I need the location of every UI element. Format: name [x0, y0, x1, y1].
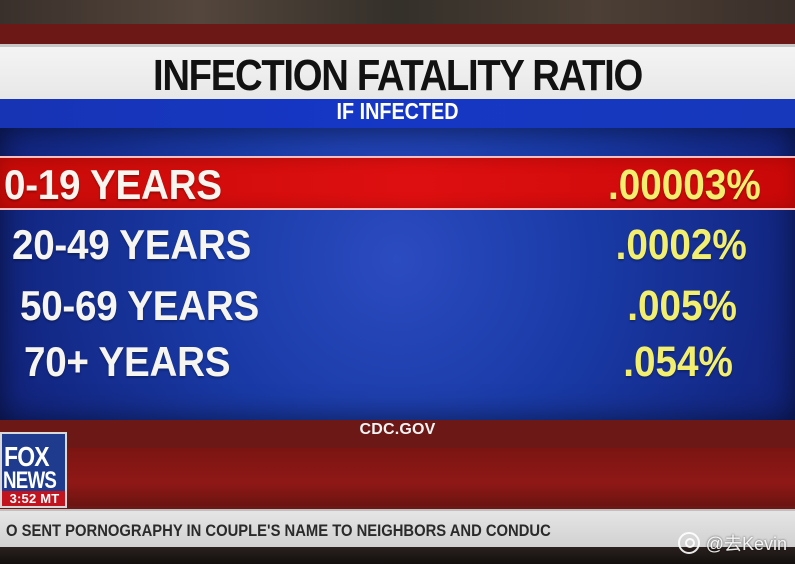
tv-top-strip — [0, 0, 795, 24]
title-band — [0, 44, 795, 104]
graphic-subtitle: IF INFECTED — [336, 98, 459, 124]
fox-news-logo: FOX NEWS 3:52 MT — [0, 432, 67, 508]
fatality-table: 0-19 YEARS .00003% 20-49 YEARS .0002% 50… — [0, 128, 795, 420]
age-label: 70+ YEARS — [24, 338, 231, 385]
table-row-50-69: 50-69 YEARS .005% — [0, 279, 795, 330]
broadcast-screen: INFECTION FATALITY RATIO IF INFECTED 0-1… — [0, 24, 795, 564]
table-row-70-plus: 70+ YEARS .054% — [0, 335, 795, 386]
logo-fox-text: FOX — [4, 441, 50, 472]
time-badge: 3:52 MT — [2, 491, 65, 506]
age-label: 50-69 YEARS — [20, 282, 259, 329]
watermark-text: @去Kevin — [705, 534, 787, 554]
logo-news-text: NEWS — [3, 467, 57, 494]
watermark: @去Kevin — [677, 530, 787, 556]
weibo-icon — [677, 532, 700, 554]
table-row-20-49: 20-49 YEARS .0002% — [0, 218, 795, 269]
age-label: 20-49 YEARS — [12, 221, 251, 268]
lower-red-band — [0, 448, 795, 506]
bottom-bar — [0, 547, 795, 564]
graphic-title: INFECTION FATALITY RATIO — [153, 51, 643, 100]
ticker-text: O SENT PORNOGRAPHY IN COUPLE'S NAME TO N… — [6, 521, 551, 540]
source-label: CDC.GOV — [359, 421, 436, 438]
age-label: 0-19 YEARS — [4, 161, 222, 208]
table-row-0-19: 0-19 YEARS .00003% — [0, 156, 795, 210]
ratio-value: .00003% — [608, 161, 761, 209]
ratio-value: .005% — [627, 282, 737, 330]
news-ticker: O SENT PORNOGRAPHY IN COUPLE'S NAME TO N… — [0, 509, 795, 549]
ratio-value: .054% — [623, 338, 733, 386]
ratio-value: .0002% — [615, 221, 747, 269]
